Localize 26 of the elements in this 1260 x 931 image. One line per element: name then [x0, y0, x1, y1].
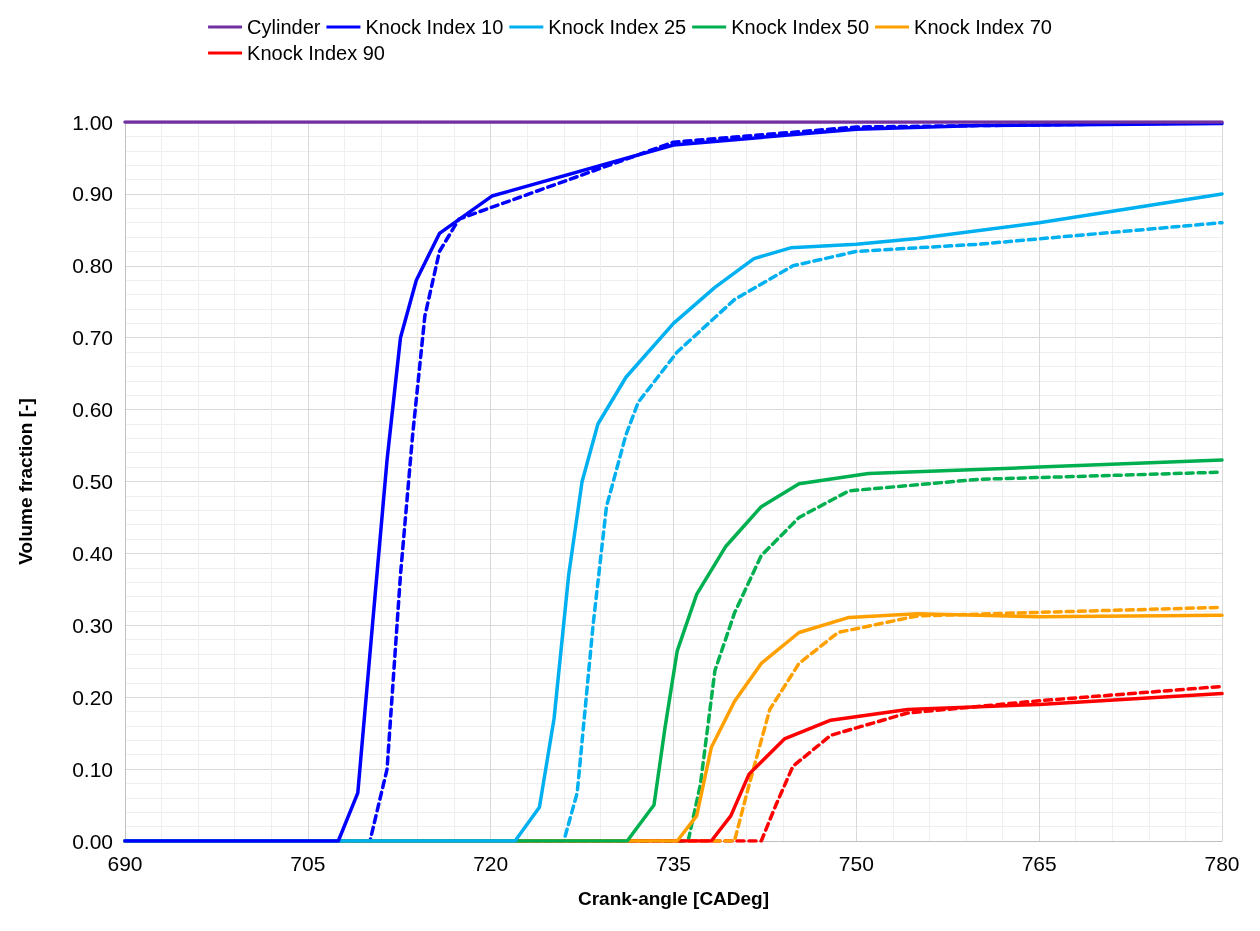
y-tick-label: 0.50: [72, 470, 113, 493]
x-tick-label: 780: [1204, 852, 1240, 875]
x-tick-label: 705: [290, 852, 326, 875]
y-tick-label: 0.90: [72, 182, 113, 206]
y-tick-label: 1.00: [72, 110, 113, 134]
y-axis-title: Volume fraction [-]: [15, 398, 36, 565]
legend-label: Knock Index 90: [247, 42, 385, 64]
y-tick-label: 0.20: [72, 685, 113, 709]
legend-label: Knock Index 10: [365, 16, 504, 38]
y-tick-label: 0.10: [72, 757, 113, 781]
y-tick-label: 0.70: [72, 326, 113, 350]
legend-label: Cylinder: [247, 16, 321, 38]
legend-label: Knock Index 70: [914, 16, 1052, 38]
x-axis-title: Crank-angle [CADeg]: [577, 888, 770, 909]
x-tick-label: 690: [107, 852, 143, 875]
x-tick-label: 735: [655, 852, 692, 875]
y-tick-label: 0.30: [72, 613, 113, 637]
legend-label: Knock Index 50: [731, 16, 870, 38]
x-tick-label: 720: [473, 852, 509, 875]
y-tick-label: 0.40: [72, 541, 113, 565]
x-tick-label: 750: [838, 852, 874, 875]
y-tick-label: 0.00: [72, 829, 113, 853]
y-tick-label: 0.80: [72, 254, 113, 278]
x-tick-label: 765: [1021, 852, 1057, 875]
legend-label: Knock Index 25: [548, 16, 687, 38]
y-tick-label: 0.60: [72, 398, 113, 422]
